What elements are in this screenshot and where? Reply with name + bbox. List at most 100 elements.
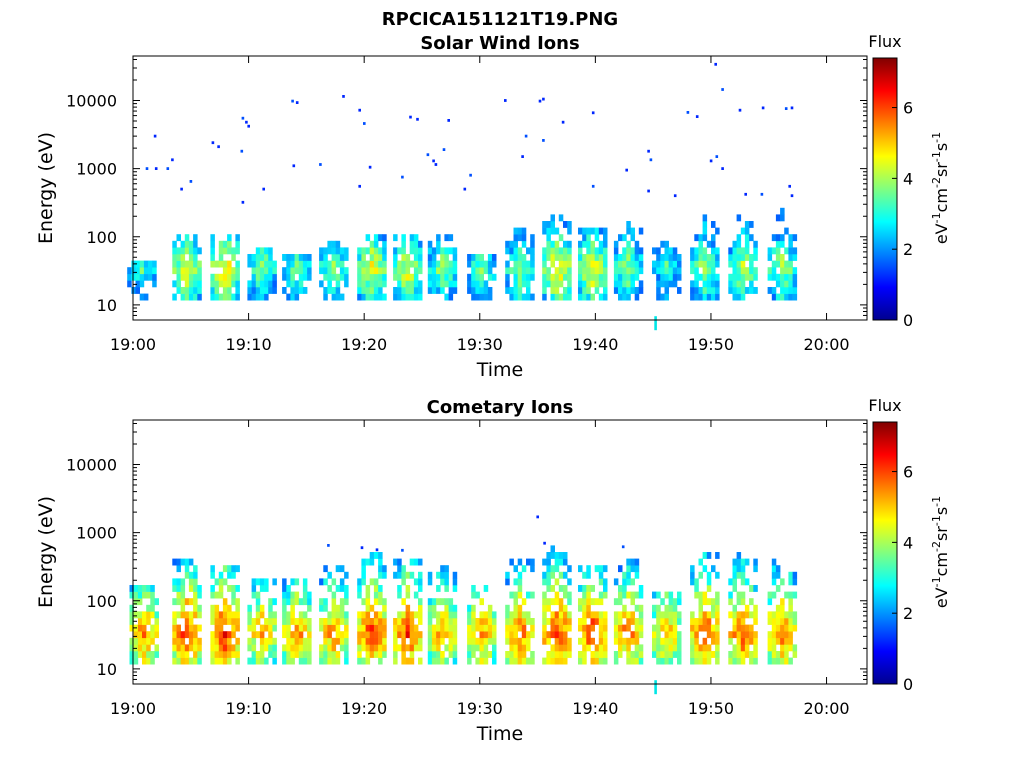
heatmap-cell [780,287,785,294]
heatmap-cell [558,293,564,301]
heatmap-cell [373,234,379,242]
heatmap-cell [698,287,703,294]
heatmap-cell [188,611,194,619]
heatmap-cell [517,247,523,255]
heatmap-cell [509,591,514,599]
heatmap-cell [656,611,661,619]
heatmap-cell [129,585,134,592]
heatmap-cell [517,260,523,268]
heatmap-cell [188,287,194,294]
heatmap-cell [393,637,398,645]
heatmap-cell [634,618,640,625]
heatmap-cell [335,293,341,301]
heatmap-cell [530,267,535,275]
heatmap-cell [444,280,449,288]
heatmap-cell [452,254,458,261]
heatmap-cell [487,604,493,612]
x-tick-label: 19:40 [572,699,618,718]
heatmap-cell [259,578,265,586]
heatmap-cell [521,631,527,639]
heatmap-cell [180,260,186,268]
heatmap-cell [668,637,674,645]
heatmap-cell [251,624,257,632]
heatmap-cell [259,247,265,255]
heatmap-cell [286,280,291,288]
heatmap-cell [268,604,273,612]
heatmap-cell [231,598,236,606]
heatmap-cell [323,657,328,665]
heatmap-cell [672,254,678,261]
heatmap-cell [509,287,514,294]
heatmap-cell [339,273,345,281]
heatmap-cell [339,618,345,625]
heatmap-cell [505,604,510,612]
heatmap-cell [672,260,678,268]
heatmap-cell [775,260,781,268]
heatmap-cell [197,585,202,592]
heatmap-cell [618,598,623,606]
heatmap-cell [668,598,674,606]
panel-title: Solar Wind Ions [420,33,579,54]
heatmap-cell [409,247,415,255]
heatmap-cell [690,260,695,268]
heatmap-cell [475,287,480,294]
heatmap-cell [546,637,551,645]
heatmap-cell [546,618,551,625]
colorbar-title: Flux [868,396,901,415]
heatmap-cell [677,287,682,294]
heatmap-cell [335,565,341,573]
heatmap-cell [660,651,665,658]
heatmap-cell [471,267,476,275]
heatmap-cell [563,591,568,599]
heatmap-cell [546,598,551,606]
heatmap-cell [142,631,147,639]
heatmap-cell [530,234,535,242]
heatmap-cell [753,618,758,625]
y-tick-label: 10000 [66,92,117,111]
heatmap-cell [436,247,441,255]
heatmap-cell [272,287,277,294]
heatmap-cell [413,260,419,268]
heatmap-cell [180,287,186,294]
heatmap-cell [744,611,750,619]
heatmap-cell [184,571,190,579]
heatmap-cell [664,240,669,248]
heatmap-cell [563,260,568,268]
heatmap-cell [382,631,387,639]
heatmap-cell [247,287,252,294]
heatmap-cell [505,631,510,639]
heatmap-cell [413,267,419,275]
heatmap-cell [715,571,720,579]
heatmap-cell [222,280,228,288]
heatmap-cell [558,267,564,275]
heatmap-cell [193,240,198,248]
heatmap-cell [436,624,441,632]
heatmap-cell [780,637,785,645]
heatmap-cell [146,651,151,658]
heatmap-cell [509,254,514,261]
heatmap-cell [546,254,551,261]
heatmap-cell [272,657,277,665]
x-tick-label: 19:40 [572,335,618,354]
heatmap-cell [255,293,261,301]
heatmap-cell [694,624,699,632]
heatmap-cell [401,651,406,658]
detection-point [647,149,650,153]
heatmap-cell [137,651,143,658]
heatmap-cell [530,293,535,301]
heatmap-cell [251,293,257,301]
heatmap-cell [479,293,484,301]
heatmap-cell [142,591,147,599]
heatmap-cell [483,624,489,632]
heatmap-cell [222,618,228,625]
heatmap-cell [618,611,623,619]
heatmap-cell [578,618,583,625]
heatmap-cell [448,260,454,268]
heatmap-cell [393,254,398,261]
heatmap-cell [656,254,661,261]
heatmap-cell [286,598,291,606]
heatmap-cell [331,637,337,645]
heatmap-cell [436,234,441,242]
